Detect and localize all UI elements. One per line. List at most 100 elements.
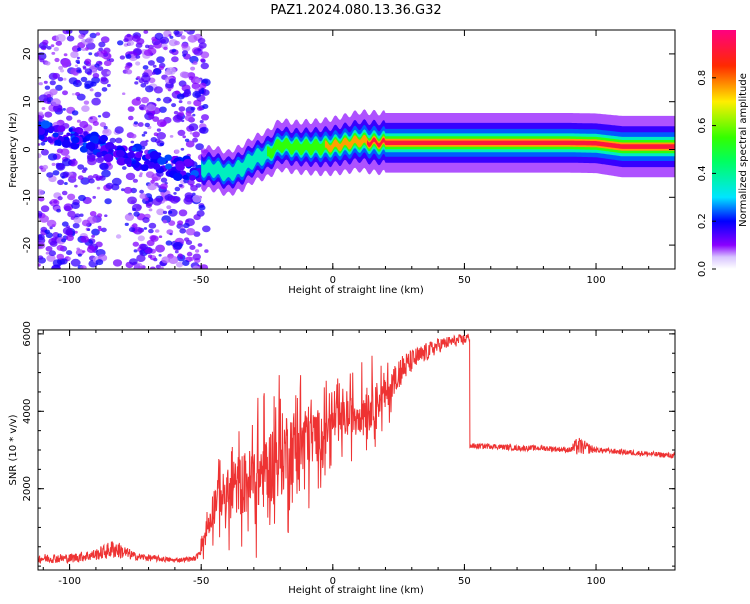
noise-blob bbox=[64, 182, 68, 185]
noise-blob bbox=[189, 256, 195, 261]
noise-blob bbox=[157, 185, 161, 188]
trace-blob bbox=[131, 160, 137, 165]
noise-blob bbox=[136, 38, 145, 45]
noise-blob bbox=[168, 256, 179, 264]
noise-blob bbox=[49, 240, 58, 247]
noise-blob bbox=[96, 186, 101, 190]
noise-blob bbox=[62, 158, 72, 167]
trace-blob bbox=[149, 162, 155, 168]
noise-blob bbox=[183, 196, 193, 205]
noise-blob bbox=[90, 81, 97, 87]
noise-blob bbox=[199, 120, 204, 124]
noise-blob bbox=[103, 125, 108, 130]
noise-blob bbox=[94, 91, 102, 98]
colorbar-tick-label: 0.2 bbox=[697, 213, 708, 229]
noise-blob bbox=[183, 90, 192, 97]
noise-blob bbox=[173, 110, 179, 115]
noise-blob bbox=[42, 164, 49, 170]
noise-blob bbox=[38, 189, 44, 196]
trace-blob bbox=[83, 131, 88, 136]
noise-blob bbox=[128, 115, 134, 121]
noise-blob bbox=[82, 67, 87, 70]
noise-blob bbox=[115, 137, 123, 144]
noise-blob bbox=[174, 250, 179, 254]
noise-blob bbox=[62, 227, 73, 235]
noise-blob bbox=[122, 166, 127, 170]
noise-blob bbox=[163, 96, 172, 104]
noise-blob bbox=[97, 115, 102, 118]
noise-blob bbox=[125, 172, 136, 181]
noise-blob bbox=[162, 210, 168, 215]
noise-blob bbox=[168, 210, 173, 214]
noise-blob bbox=[154, 32, 164, 40]
noise-blob bbox=[144, 122, 150, 128]
noise-blob bbox=[66, 115, 73, 121]
snr-series-line bbox=[38, 333, 675, 564]
trace-blob bbox=[89, 135, 99, 144]
noise-blob bbox=[156, 128, 161, 132]
noise-blob bbox=[131, 98, 142, 106]
trace-blob bbox=[74, 133, 79, 137]
noise-blob bbox=[77, 175, 84, 180]
noise-blob bbox=[139, 243, 148, 251]
noise-blob bbox=[188, 123, 199, 131]
noise-blob bbox=[168, 99, 172, 102]
noise-blob bbox=[99, 122, 107, 128]
noise-blob bbox=[177, 220, 184, 226]
noise-blob bbox=[143, 227, 148, 230]
noise-blob bbox=[143, 30, 149, 34]
noise-blob bbox=[78, 194, 86, 202]
noise-blob bbox=[104, 198, 112, 205]
noise-blob bbox=[77, 42, 86, 49]
noise-blob bbox=[61, 238, 67, 243]
noise-blob bbox=[174, 90, 180, 95]
noise-blob bbox=[76, 119, 81, 123]
noise-blob bbox=[85, 37, 94, 44]
noise-blob bbox=[91, 97, 101, 106]
snr-x-label: Height of straight line (km) bbox=[288, 585, 424, 596]
noise-blob bbox=[111, 177, 122, 186]
noise-blob bbox=[199, 82, 207, 89]
noise-blob bbox=[171, 103, 177, 108]
trace-blob bbox=[115, 149, 125, 158]
noise-blob bbox=[145, 85, 154, 93]
noise-blob bbox=[119, 55, 126, 60]
spectrogram-x-axis: -100 -50 0 50 100 bbox=[42, 30, 676, 286]
noise-blob bbox=[145, 44, 150, 49]
noise-blob bbox=[67, 193, 76, 201]
noise-blob bbox=[81, 219, 91, 227]
trace-blob bbox=[183, 158, 193, 167]
noise-blob bbox=[49, 80, 56, 86]
ridge-band bbox=[367, 137, 675, 149]
noise-blob bbox=[127, 106, 135, 112]
noise-blob bbox=[192, 113, 196, 117]
spectrogram-y-label: Frequency (Hz) bbox=[8, 112, 19, 188]
noise-blob bbox=[181, 42, 189, 49]
noise-blob bbox=[57, 233, 63, 238]
noise-blob bbox=[39, 58, 45, 63]
noise-blob bbox=[91, 69, 98, 74]
noise-blob bbox=[94, 63, 100, 68]
noise-blob bbox=[185, 228, 196, 236]
noise-blob bbox=[178, 100, 183, 104]
noise-blob bbox=[156, 132, 166, 140]
noise-blob bbox=[153, 132, 159, 136]
x-tick-label: 50 bbox=[458, 275, 471, 286]
noise-blob bbox=[158, 235, 163, 238]
noise-blob bbox=[132, 223, 138, 228]
noise-blob bbox=[158, 254, 162, 257]
noise-blob bbox=[147, 182, 157, 191]
noise-blob bbox=[80, 265, 87, 269]
noise-blob bbox=[46, 46, 52, 50]
snr-data bbox=[38, 333, 675, 564]
noise-blob bbox=[67, 257, 72, 260]
noise-blob bbox=[135, 55, 141, 59]
noise-blob bbox=[51, 51, 56, 55]
noise-blob bbox=[49, 88, 58, 96]
noise-blob bbox=[105, 182, 114, 189]
noise-blob bbox=[69, 160, 74, 165]
noise-blob bbox=[192, 61, 198, 65]
noise-blob bbox=[86, 246, 96, 253]
noise-blob bbox=[124, 213, 134, 221]
